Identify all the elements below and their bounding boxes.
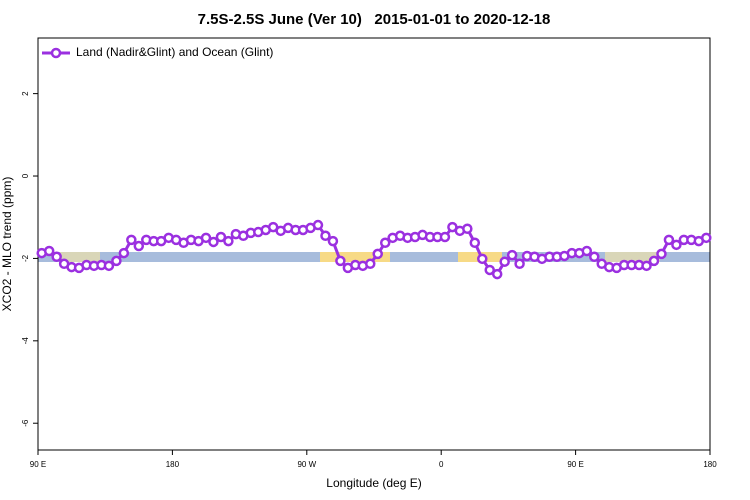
data-point xyxy=(111,255,122,267)
x-tick-label: 90 E xyxy=(567,460,583,469)
data-point xyxy=(379,237,391,249)
data-point xyxy=(312,219,324,231)
x-tick-label: 90 W xyxy=(297,460,316,469)
data-point xyxy=(320,230,331,242)
x-axis-label: Longitude (deg E) xyxy=(326,476,421,490)
data-point xyxy=(514,258,525,270)
x-tick-label: 180 xyxy=(166,460,180,469)
data-point xyxy=(581,245,593,257)
data-point xyxy=(133,240,145,252)
x-tick-label: 0 xyxy=(439,460,444,469)
data-point xyxy=(499,256,510,267)
data-point xyxy=(208,236,219,248)
data-point xyxy=(462,223,473,235)
legend-label: Land (Nadir&Glint) and Ocean (Glint) xyxy=(76,45,273,59)
data-point xyxy=(43,245,55,257)
y-tick-label: -2 xyxy=(21,254,30,262)
data-point xyxy=(335,255,346,267)
data-point xyxy=(118,247,130,259)
x-tick-label: 90 E xyxy=(30,460,46,469)
y-axis-label: XCO2 - MLO trend (ppm) xyxy=(0,177,14,312)
y-tick-label: -6 xyxy=(21,419,30,427)
chart-title: 7.5S-2.5S June (Ver 10) 2015-01-01 to 20… xyxy=(198,11,551,28)
plot-frame xyxy=(37,37,711,451)
land-band xyxy=(320,252,390,262)
data-point xyxy=(656,248,667,260)
data-point xyxy=(215,231,227,243)
data-point xyxy=(671,239,682,251)
legend: Land (Nadir&Glint) and Ocean (Glint) xyxy=(42,45,273,59)
data-point xyxy=(126,234,137,246)
data-point xyxy=(200,232,212,244)
data-point xyxy=(439,231,451,243)
data-point xyxy=(506,249,518,261)
data-point xyxy=(701,232,712,244)
data-point xyxy=(365,258,376,270)
data-point xyxy=(484,264,495,276)
land-band xyxy=(60,252,100,262)
land-band xyxy=(605,252,660,262)
x-tick-label: 180 xyxy=(703,460,717,469)
data-point xyxy=(327,235,339,247)
data-point xyxy=(372,248,383,260)
data-point xyxy=(641,260,652,272)
y-tick-label: -4 xyxy=(21,337,30,345)
data-point xyxy=(477,253,488,265)
legend-marker xyxy=(50,47,62,59)
data-point xyxy=(491,268,503,280)
y-tick-label: 0 xyxy=(21,173,30,178)
data-point xyxy=(51,251,62,263)
data-point xyxy=(223,235,234,247)
data-point xyxy=(469,237,481,249)
data-point xyxy=(648,255,660,267)
data-point xyxy=(663,234,675,246)
data-point xyxy=(103,260,115,272)
data-point xyxy=(589,251,600,263)
y-tick-label: 2 xyxy=(21,91,30,96)
